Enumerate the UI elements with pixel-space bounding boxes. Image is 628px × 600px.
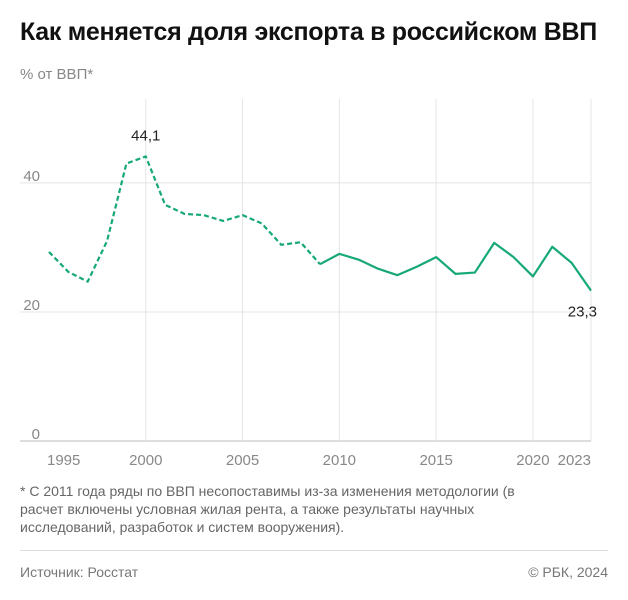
data-label: 44,1	[131, 127, 160, 144]
chart-subtitle: % от ВВП*	[20, 66, 94, 83]
footnote: * С 2011 года ряды по ВВП несопоставимы …	[20, 483, 515, 535]
line	[48, 155, 321, 283]
x-tick-label: 2010	[323, 452, 356, 469]
divider	[20, 550, 608, 551]
chart-title: Как меняется доля экспорта в российском …	[20, 18, 597, 46]
source: Источник: Росстат	[20, 564, 139, 580]
data-label: 23,3	[568, 304, 597, 321]
x-tick-label: 2000	[129, 452, 162, 469]
x-tick-label: 1995	[47, 452, 80, 469]
credit: © РБК, 2024	[528, 564, 608, 580]
y-tick-label: 20	[23, 297, 40, 314]
chart: 0 20 40 1995 2000 2005 2010 2015 2020 2023 44,1 23,…	[20, 99, 597, 469]
x-tick-label: 2020	[516, 452, 549, 469]
y-tick-label: 0	[32, 426, 40, 443]
y-tick-label: 40	[23, 168, 40, 185]
x-tick-label: 2005	[226, 452, 259, 469]
x-tick-label: 2023	[558, 452, 591, 469]
x-tick-label: 2015	[419, 452, 452, 469]
line	[319, 241, 592, 292]
